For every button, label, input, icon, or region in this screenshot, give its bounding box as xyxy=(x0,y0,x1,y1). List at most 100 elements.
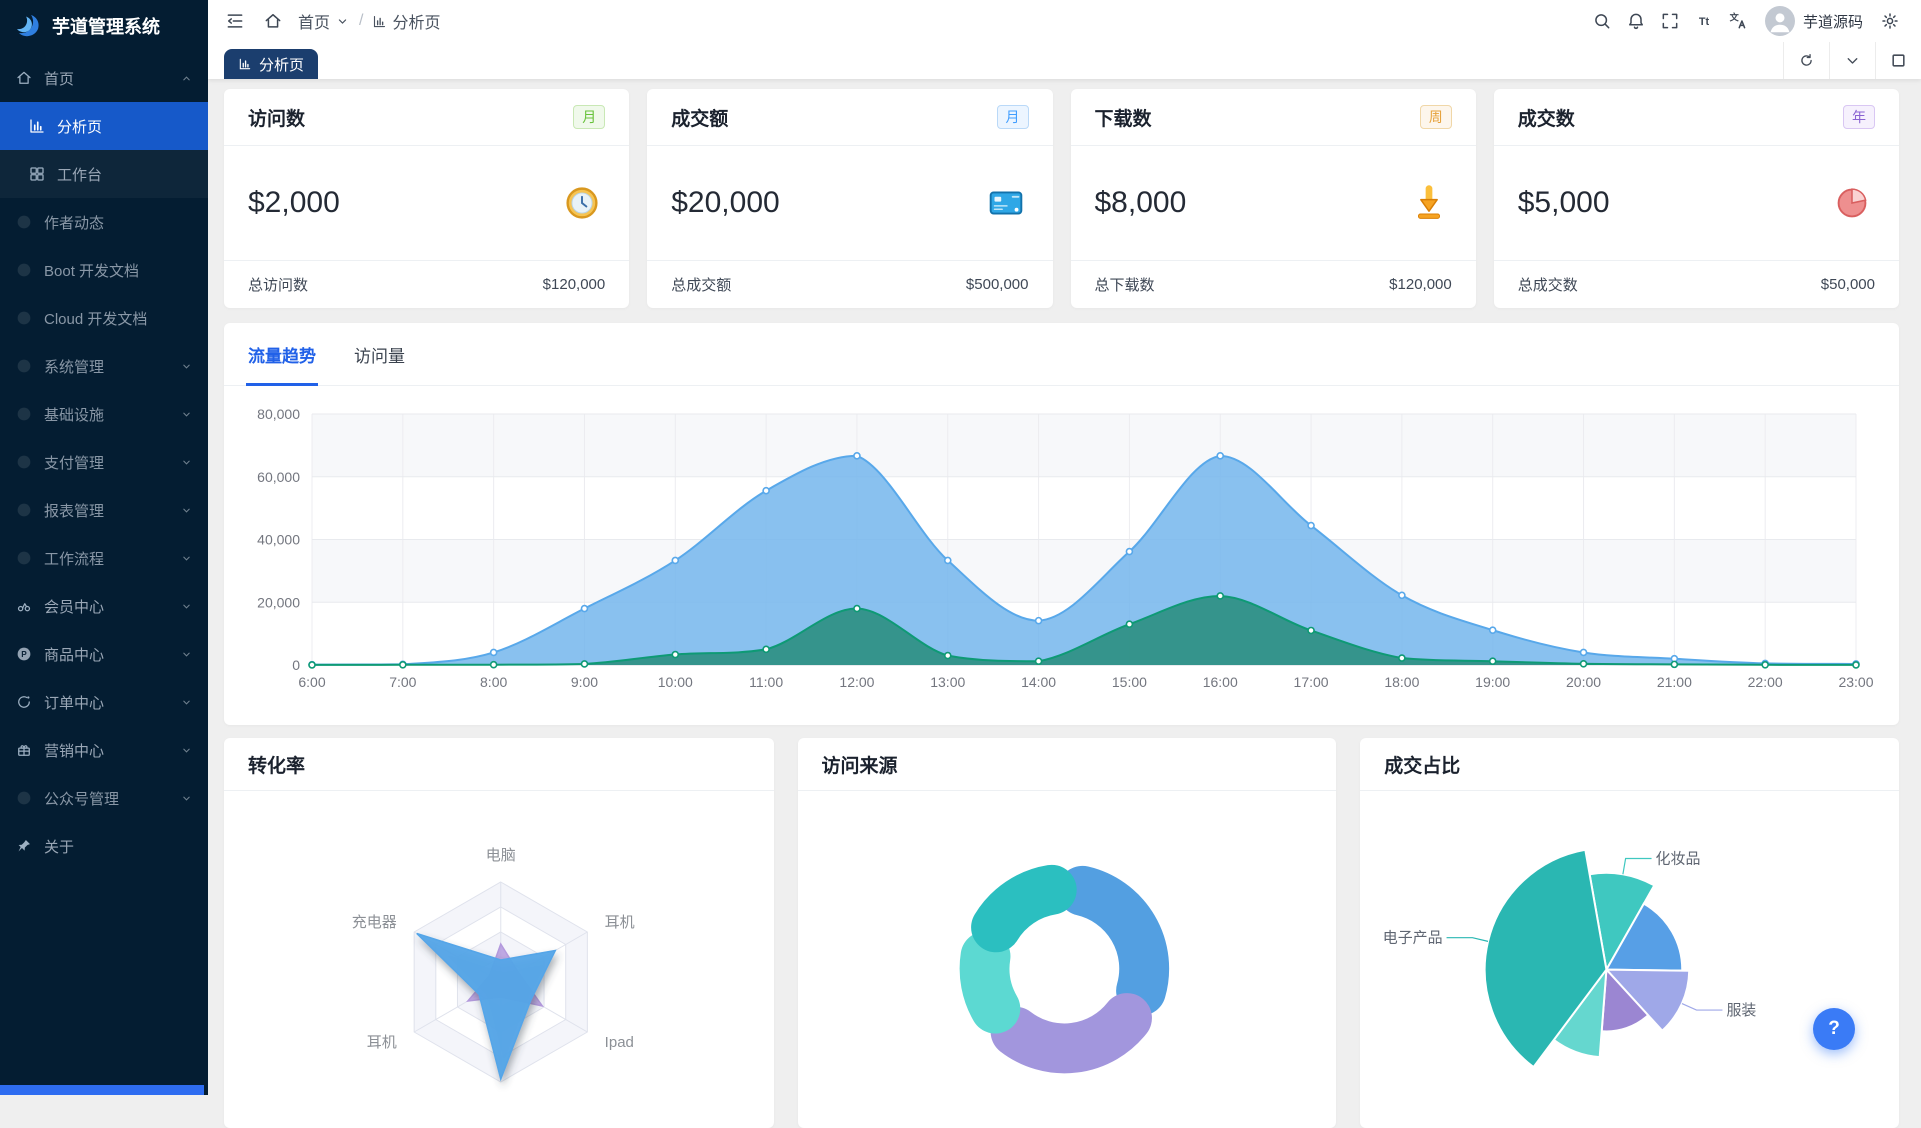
svg-text:电脑: 电脑 xyxy=(486,847,516,864)
svg-text:6:00: 6:00 xyxy=(298,674,325,690)
sidebar-item-label: 支付管理 xyxy=(44,454,105,472)
svg-text:服装: 服装 xyxy=(1727,1002,1757,1019)
stat-value: $2,000 xyxy=(248,186,340,219)
chevron-down-icon xyxy=(180,360,193,373)
svg-text:0: 0 xyxy=(292,657,300,673)
stat-card-成交额: 成交额 月 $20,000 总成交额 $500,000 xyxy=(647,89,1053,308)
conversion-rate-card: 转化率 电脑耳机Ipad手机耳机充电器 xyxy=(224,738,774,1128)
svg-text:7:00: 7:00 xyxy=(389,674,416,690)
stat-cards-row: 访问数 月 $2,000 总访问数 $120,000 成交额 月 $20,000 总成交额 $50… xyxy=(224,89,1899,308)
card-title: 转化率 xyxy=(224,738,774,791)
dot-icon xyxy=(15,309,33,327)
chevron-down-icon[interactable] xyxy=(1829,42,1875,79)
svg-text:Ipad: Ipad xyxy=(605,1034,634,1051)
maximize-icon[interactable] xyxy=(1875,42,1921,79)
chevron-down-icon xyxy=(180,456,193,469)
svg-text:40,000: 40,000 xyxy=(257,532,300,548)
svg-text:60,000: 60,000 xyxy=(257,469,300,485)
sidebar-item-系统管理[interactable]: 系统管理 xyxy=(0,342,208,390)
sidebar-item-商品中心[interactable]: P 商品中心 xyxy=(0,630,208,678)
sidebar-item-label: 分析页 xyxy=(57,118,103,136)
sidebar-item-工作流程[interactable]: 工作流程 xyxy=(0,534,208,582)
sidebar-item-工作台[interactable]: 工作台 xyxy=(0,150,208,198)
chevron-down-icon xyxy=(180,744,193,757)
visit-source-donut-chart xyxy=(798,791,1337,1097)
sidebar-item-基础设施[interactable]: 基础设施 xyxy=(0,390,208,438)
pin-icon xyxy=(15,837,33,855)
tab-traffic-trend[interactable]: 流量趋势 xyxy=(246,323,318,386)
svg-text:80,000: 80,000 xyxy=(257,406,300,422)
gear-icon[interactable] xyxy=(1873,4,1907,38)
sidebar: 芋道管理系统 首页分析页工作台 作者动态 Boot 开发文档 Cloud 开发文档 系统… xyxy=(0,0,208,1095)
stat-title: 成交数 xyxy=(1517,108,1575,130)
dot-icon xyxy=(15,453,33,471)
sidebar-item-label: 基础设施 xyxy=(44,406,105,424)
stat-value: $5,000 xyxy=(1517,186,1610,219)
help-button[interactable]: ? xyxy=(1813,1008,1855,1050)
sidebar-item-公众号管理[interactable]: 公众号管理 xyxy=(0,774,208,822)
stat-card-访问数: 访问数 月 $2,000 总访问数 $120,000 xyxy=(224,89,630,308)
traffic-trend-chart: 0 20,000 40,000 60,000 80,000 6:00 7:00 8:00 9:0… xyxy=(224,386,1899,716)
dot-icon xyxy=(15,789,33,807)
svg-text:文: 文 xyxy=(1730,12,1740,23)
sidebar-item-label: 会员中心 xyxy=(44,598,105,616)
breadcrumb-item-分析页[interactable]: 分析页 xyxy=(372,9,440,33)
app-logo[interactable]: 芋道管理系统 xyxy=(0,0,208,52)
chevron-down-icon xyxy=(180,600,193,613)
user-name: 芋道源码 xyxy=(1802,13,1863,31)
sidebar-item-报表管理[interactable]: 报表管理 xyxy=(0,486,208,534)
dot-icon xyxy=(15,405,33,423)
tab-visit-volume[interactable]: 访问量 xyxy=(354,346,405,366)
chevron-up-icon xyxy=(180,72,193,85)
svg-text:Tt: Tt xyxy=(1699,16,1710,28)
sidebar-submenu: 分析页工作台 xyxy=(0,102,208,198)
logo-icon xyxy=(13,11,43,41)
dot-icon xyxy=(15,357,33,375)
stat-footer-label: 总下载数 xyxy=(1094,277,1155,294)
card-title: 访问来源 xyxy=(797,738,1337,791)
svg-text:22:00: 22:00 xyxy=(1748,674,1783,690)
sidebar-menu: 首页分析页工作台 作者动态 Boot 开发文档 Cloud 开发文档 系统管理基础设施支… xyxy=(0,52,208,870)
refresh-icon[interactable] xyxy=(1783,42,1829,79)
breadcrumb-label: 首页 xyxy=(298,15,331,32)
user-menu[interactable]: 芋道源码 xyxy=(1764,6,1863,36)
tab-label: 分析页 xyxy=(259,56,305,74)
sidebar-item-label: 营销中心 xyxy=(44,742,105,760)
caret-down xyxy=(335,14,350,29)
tab-analysis-page[interactable]: 分析页 xyxy=(224,49,319,79)
stat-footer-value: $500,000 xyxy=(965,276,1029,293)
top-bar: 首页 / 分析页 Tt 文 芋道源码 xyxy=(208,0,1921,42)
avatar xyxy=(1764,6,1795,36)
sidebar-item-关于[interactable]: 关于 xyxy=(0,822,208,870)
sidebar-item-分析页[interactable]: 分析页 xyxy=(0,102,208,150)
sidebar-item-作者动态[interactable]: 作者动态 xyxy=(0,198,208,246)
font-size-icon[interactable]: Tt xyxy=(1687,4,1721,38)
svg-text:18:00: 18:00 xyxy=(1384,674,1419,690)
sidebar-item-label: 商品中心 xyxy=(44,646,105,664)
sidebar-collapse-icon[interactable] xyxy=(218,4,252,38)
page-tabs-bar: 分析页 xyxy=(208,42,1921,79)
sidebar-item-营销中心[interactable]: 营销中心 xyxy=(0,726,208,774)
download-icon xyxy=(1406,180,1452,226)
sidebar-item-订单中心[interactable]: 订单中心 xyxy=(0,678,208,726)
svg-text:23:00: 23:00 xyxy=(1838,674,1873,690)
chart-icon xyxy=(239,58,251,70)
sidebar-item-会员中心[interactable]: 会员中心 xyxy=(0,582,208,630)
visit-source-card: 访问来源 xyxy=(797,738,1337,1128)
fullscreen-icon[interactable] xyxy=(1653,4,1687,38)
home-icon[interactable] xyxy=(256,4,290,38)
sidebar-item-首页[interactable]: 首页 xyxy=(0,54,208,102)
svg-text:10:00: 10:00 xyxy=(658,674,693,690)
sidebar-item-Boot 开发文档[interactable]: Boot 开发文档 xyxy=(0,246,208,294)
sidebar-item-Cloud 开发文档[interactable]: Cloud 开发文档 xyxy=(0,294,208,342)
sidebar-item-支付管理[interactable]: 支付管理 xyxy=(0,438,208,486)
translate-icon[interactable]: 文 xyxy=(1721,4,1755,38)
order-icon xyxy=(15,693,33,711)
clock-icon xyxy=(559,180,605,226)
search-icon[interactable] xyxy=(1585,4,1619,38)
marketing-icon xyxy=(15,741,33,759)
stat-title: 成交额 xyxy=(671,108,729,130)
breadcrumb-item-首页[interactable]: 首页 xyxy=(298,9,350,33)
bell-icon[interactable] xyxy=(1619,4,1653,38)
